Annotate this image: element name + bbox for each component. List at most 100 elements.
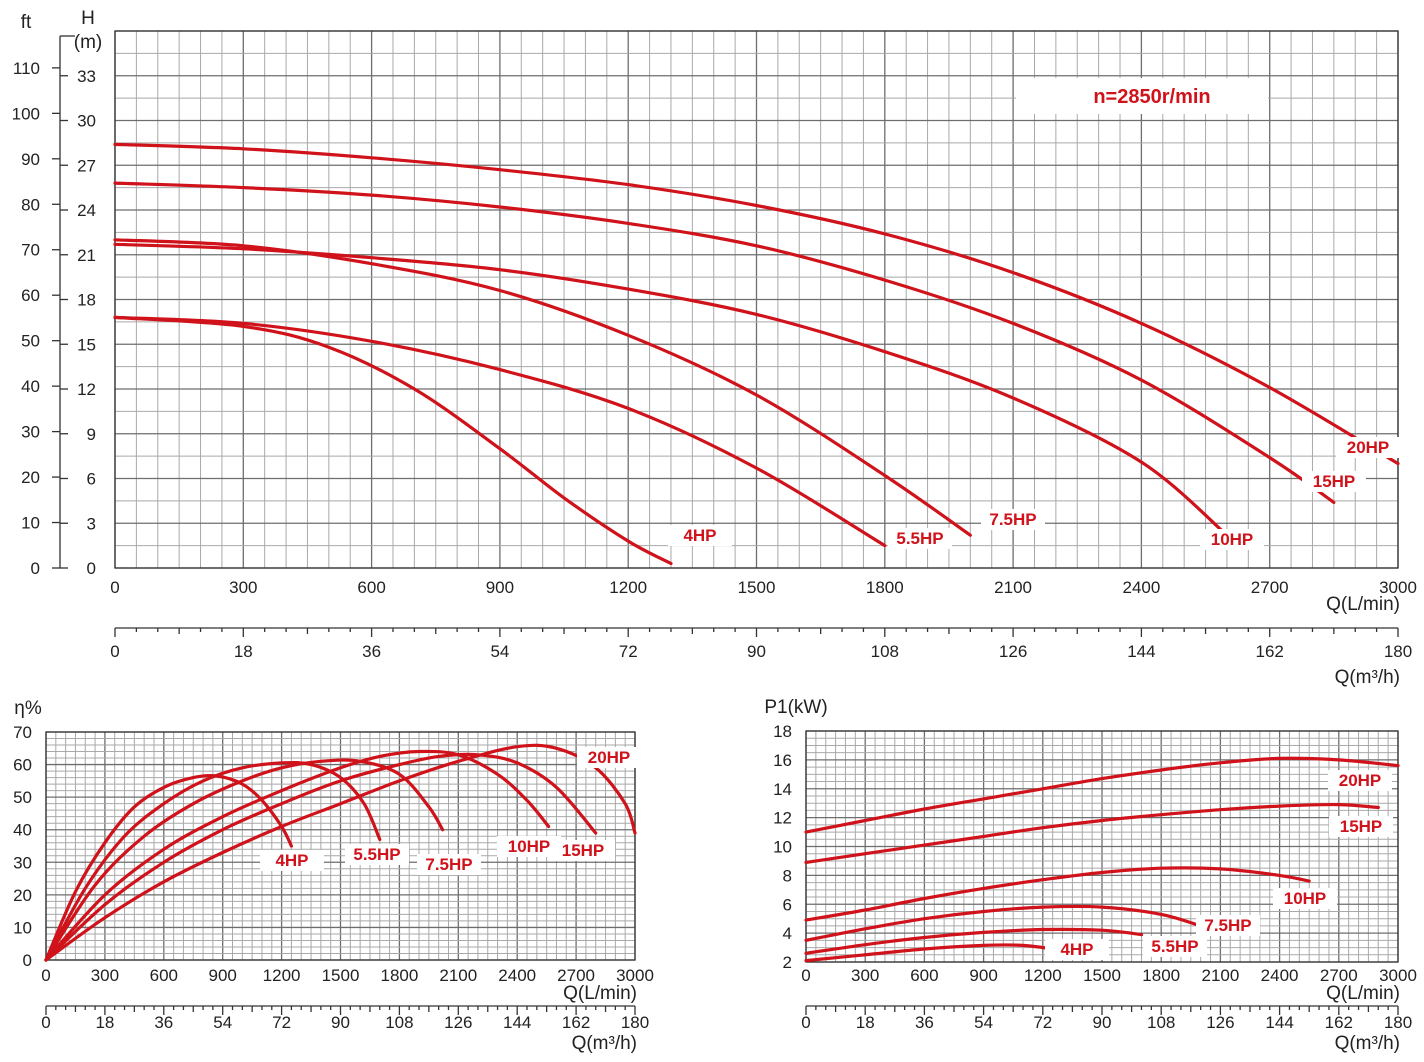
chart-head-curve-10hp — [113, 242, 1229, 537]
series-label-bg — [1329, 816, 1393, 837]
y-tick-label: 10 — [13, 918, 32, 937]
chart-power-frame — [805, 730, 1399, 963]
series-label-bg — [1045, 939, 1109, 960]
x-tick-label: 1200 — [1024, 966, 1062, 985]
chart-power-curve-5-5hp — [804, 927, 1144, 955]
x2-tick-label: 54 — [213, 1013, 232, 1032]
series-label: 5.5HP — [896, 529, 943, 548]
x-tick-label: 0 — [801, 966, 810, 985]
chart-head-frame — [114, 30, 1399, 569]
x-tick-label: 3000 — [616, 966, 654, 985]
series-label: 7.5HP — [989, 510, 1036, 529]
y-tick-label-ft: 20 — [21, 468, 40, 487]
x-axis-title-m3h: Q(m³/h) — [572, 1033, 637, 1054]
chart-efficiency-curve-15hp — [44, 752, 598, 962]
x-tick-label: 2700 — [557, 966, 595, 985]
chart-efficiency-curve-7-5hp — [44, 758, 445, 962]
x2-tick-label: 36 — [362, 642, 381, 661]
x2-tick-label: 54 — [490, 642, 509, 661]
x2-tick-label: 180 — [621, 1013, 649, 1032]
x2-tick-label: 126 — [999, 642, 1027, 661]
series-label-bg — [1200, 529, 1264, 550]
x-axis-title-m3h: Q(m³/h) — [1335, 667, 1400, 688]
x2-tick-label: 162 — [1325, 1013, 1353, 1032]
x-tick-label: 1200 — [263, 966, 301, 985]
x2-tick-label: 0 — [801, 1013, 810, 1032]
x2-tick-label: 0 — [41, 1013, 50, 1032]
x2-tick-label: 72 — [272, 1013, 291, 1032]
chart-power-curve-7-5hp — [804, 904, 1203, 942]
x-tick-label: 600 — [910, 966, 938, 985]
x2-tick-label: 180 — [1384, 1013, 1412, 1032]
y-tick-label-m: 6 — [87, 470, 96, 489]
x2-tick-label: 180 — [1384, 642, 1412, 661]
series-label: 4HP — [683, 526, 716, 545]
x-tick-label: 3000 — [1379, 966, 1417, 985]
chart-power-curve-20hp — [804, 756, 1400, 834]
y-tick-label: 60 — [13, 756, 32, 775]
chart-power-secondary-axis — [805, 1005, 1399, 1015]
y-tick-label-ft: 70 — [21, 241, 40, 260]
y-tick-label-ft: 50 — [21, 332, 40, 351]
series-label: 10HP — [1211, 530, 1254, 549]
y-tick-label-ft: 40 — [21, 377, 40, 396]
series-label: 10HP — [508, 837, 551, 856]
x-tick-label: 900 — [969, 966, 997, 985]
grid-layer — [45, 30, 1399, 963]
x-tick-label: 900 — [209, 966, 237, 985]
x2-tick-label: 18 — [95, 1013, 114, 1032]
x-tick-label: 2400 — [1261, 966, 1299, 985]
chart-head-grid — [114, 30, 1399, 569]
curves-layer — [44, 142, 1400, 963]
x2-tick-label: 90 — [331, 1013, 350, 1032]
y-tick-label-ft: 100 — [12, 104, 40, 123]
x2-tick-label: 36 — [915, 1013, 934, 1032]
y-tick-label-m: 21 — [77, 246, 96, 265]
x-tick-label: 2100 — [994, 578, 1032, 597]
x2-tick-label: 108 — [871, 642, 899, 661]
x2-tick-label: 36 — [154, 1013, 173, 1032]
y-tick-label-ft: 90 — [21, 150, 40, 169]
chart-head-curve-7-5hp — [113, 238, 972, 537]
x-tick-label: 2100 — [1201, 966, 1239, 985]
y-tick-label-m: 12 — [77, 380, 96, 399]
chart-head-curve-15hp — [113, 181, 1336, 504]
series-label-bg — [668, 525, 732, 546]
y-tick-label: 18 — [773, 722, 792, 741]
x-tick-label: 1200 — [609, 578, 647, 597]
chart-efficiency-frame — [45, 731, 636, 961]
series-label: 10HP — [1284, 889, 1327, 908]
y-tick-label: 70 — [13, 723, 32, 742]
x2-tick-label: 18 — [856, 1013, 875, 1032]
y-tick-label: 40 — [13, 821, 32, 840]
axes-layer — [45, 35, 1399, 1015]
chart-head-curve-5-5hp — [113, 315, 887, 548]
chart-efficiency-curve-5-5hp — [44, 760, 382, 962]
y-tick-label: 8 — [783, 866, 792, 885]
y-tick-label-ft: 110 — [13, 59, 40, 78]
chart-power-curve-15hp — [804, 802, 1380, 864]
chart-efficiency-curve-4hp — [44, 773, 293, 962]
x2-tick-label: 18 — [234, 642, 253, 661]
y-tick-label: 14 — [773, 780, 792, 799]
x2-tick-label: 72 — [619, 642, 638, 661]
y-tick-label: 4 — [783, 924, 792, 943]
x-tick-label: 3000 — [1379, 578, 1417, 597]
chart-head-curve-20hp — [113, 142, 1400, 466]
x2-tick-label: 90 — [1093, 1013, 1112, 1032]
x-tick-label: 0 — [110, 578, 119, 597]
y-tick-label-ft: 60 — [21, 286, 40, 305]
x-tick-label: 1800 — [866, 578, 904, 597]
y-tick-label: 10 — [773, 838, 792, 857]
y-tick-label-m: 33 — [77, 67, 96, 86]
x-tick-label: 600 — [150, 966, 178, 985]
y-tick-label: 0 — [23, 951, 32, 970]
series-label-bg — [1273, 888, 1337, 909]
chart-head-curve-4hp — [113, 315, 673, 566]
y-tick-label-m: 15 — [77, 335, 96, 354]
chart-power-grid — [805, 730, 1399, 963]
x-axis-title-lmin: Q(L/min) — [1326, 594, 1400, 615]
y-tick-label-m: 0 — [87, 559, 96, 578]
x2-tick-label: 126 — [444, 1013, 472, 1032]
x-tick-label: 1500 — [1083, 966, 1121, 985]
